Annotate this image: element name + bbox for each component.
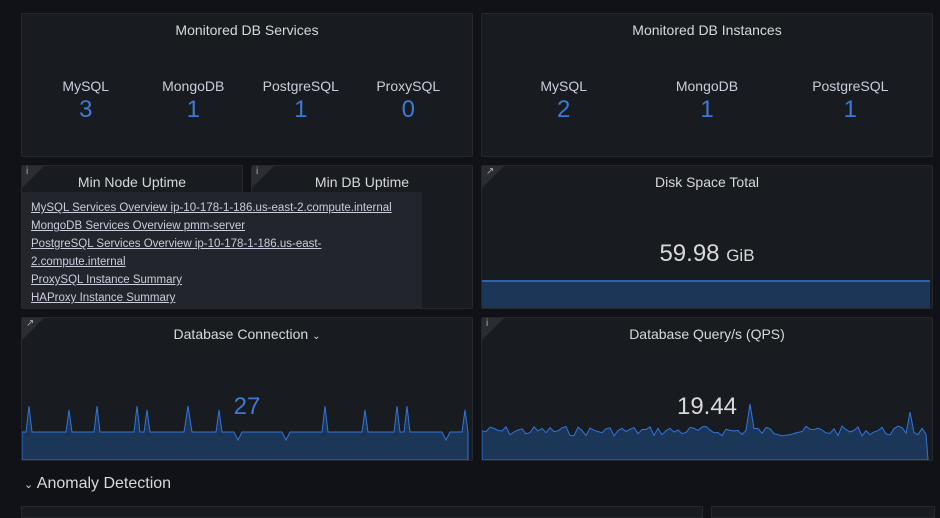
stat-value: 0 (401, 96, 415, 123)
row-title[interactable]: Anomaly Detection (36, 475, 172, 492)
row-header[interactable]: ⌄ Anomaly Detection (24, 475, 172, 492)
stat-value: 19.44 (676, 393, 738, 420)
panel-edge (21, 506, 703, 518)
services-panel: Monitored DB Services MySQL 3 MongoDB 1 Post… (21, 13, 473, 157)
stat-label: PostgreSQL (262, 78, 339, 94)
info-icon[interactable]: i (22, 166, 44, 188)
stat: ProxySQL 0 (355, 78, 463, 124)
dashboard-link[interactable]: ProxySQL Instance Summary (31, 274, 183, 286)
panel-title: Min DB Uptime (314, 174, 410, 190)
panel-title: Database Query/s (QPS) (629, 326, 785, 342)
panel-title: Monitored DB Services (175, 22, 319, 38)
stat-list: MySQL 2 MongoDB 1 PostgreSQL 1 (492, 78, 922, 124)
sparkline (482, 280, 930, 308)
stat-label: PostgreSQL (812, 78, 889, 94)
stat-label: MongoDB (162, 78, 225, 94)
stat-list: MySQL 3 MongoDB 1 PostgreSQL 1 ProxySQL 0 (32, 78, 462, 124)
stat: MySQL 3 (32, 78, 140, 124)
stat-value: 1 (186, 96, 200, 123)
panel-title[interactable]: Database Connection ⌄ (173, 326, 321, 342)
panel-title: Min Node Uptime (77, 174, 187, 190)
instances-panel: Monitored DB Instances MySQL 2 MongoDB 1 Pos… (481, 13, 933, 157)
panel-title: Disk Space Total (654, 174, 759, 190)
stat: PostgreSQL 1 (779, 78, 922, 124)
sparkline (482, 403, 929, 460)
stat-label: MongoDB (675, 78, 739, 94)
qps-panel: i Database Query/s (QPS) 19.44 (481, 317, 933, 461)
stat-value: 1 (700, 96, 714, 123)
stat-value: 27 (233, 393, 261, 420)
stat-value: 59.98 GiB (482, 240, 932, 268)
stat-value: 1 (294, 96, 308, 123)
info-icon[interactable]: i (252, 166, 274, 188)
stat: MySQL 2 (492, 78, 635, 124)
sparkline (22, 405, 469, 460)
link-icon[interactable]: ↗ (482, 166, 504, 188)
stat-value: 1 (843, 96, 857, 123)
dashboard-link[interactable]: HAProxy Instance Summary (31, 292, 176, 304)
links-tooltip: MySQL Services Overview ip-10-178-1-186.… (22, 192, 422, 309)
panel-title: Monitored DB Instances (632, 22, 782, 38)
dashboard-link[interactable]: PostgreSQL Services Overview ip-10-178-1… (31, 238, 322, 268)
unit: GiB (726, 246, 755, 265)
info-icon[interactable]: i (482, 318, 504, 340)
stat: MongoDB 1 (140, 78, 248, 124)
disk-panel: ↗ Disk Space Total 59.98 GiB (481, 165, 933, 309)
stat: MongoDB 1 (635, 78, 778, 124)
stat: PostgreSQL 1 (247, 78, 355, 124)
dashboard-link[interactable]: MySQL Services Overview ip-10-178-1-186.… (31, 202, 392, 214)
stat-label: MySQL (540, 78, 587, 94)
link-icon[interactable]: ↗ (22, 318, 44, 340)
connection-panel: ↗ Database Connection ⌄ 27 (21, 317, 473, 461)
dashboard-link[interactable]: MongoDB Services Overview pmm-server (31, 220, 246, 232)
stat-value: 2 (556, 96, 571, 123)
stat-value: 3 (79, 96, 93, 123)
value: 59.98 (659, 240, 720, 267)
stat-label: MySQL (62, 78, 110, 94)
title-text[interactable]: Database Connection (173, 326, 309, 342)
stat-label: ProxySQL (376, 78, 441, 94)
panel-edge (711, 506, 935, 518)
